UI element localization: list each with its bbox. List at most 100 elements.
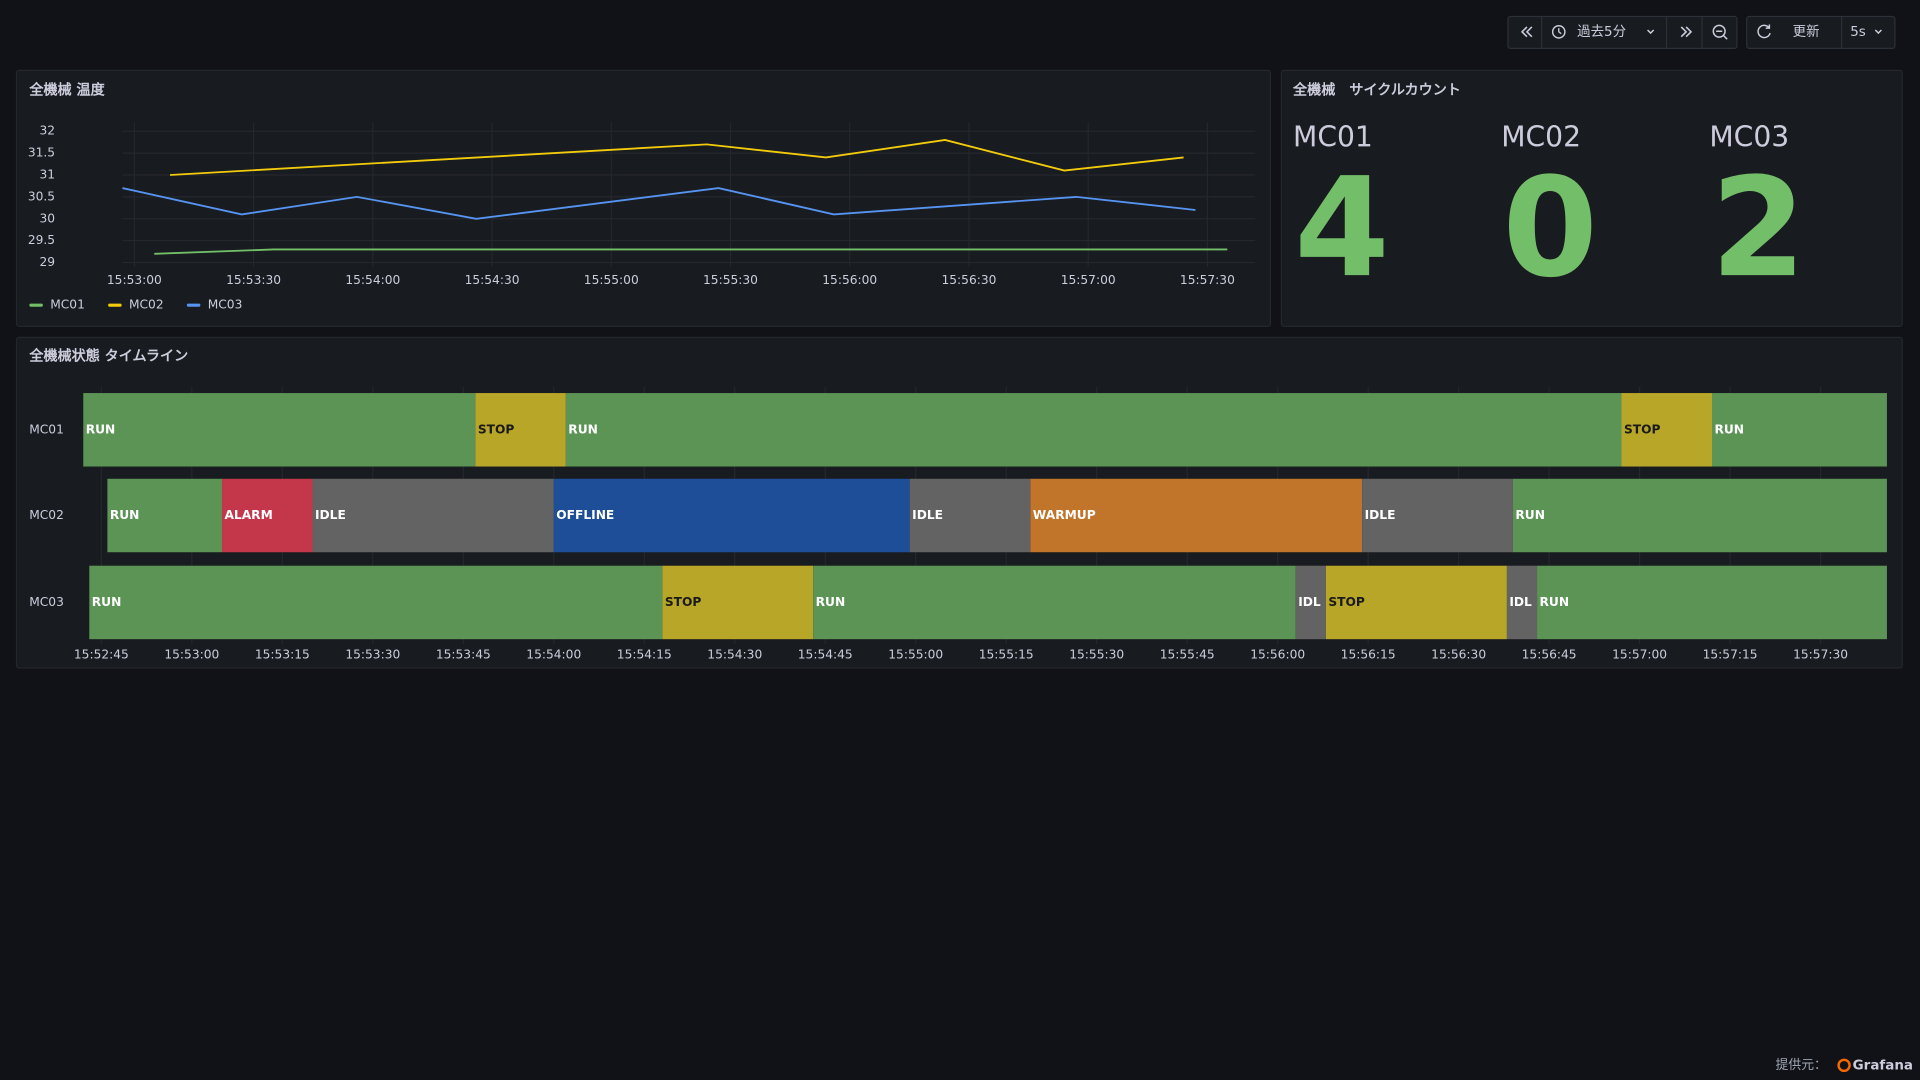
x-tick-label: 15:53:00 xyxy=(164,648,219,662)
state-segment xyxy=(1325,565,1507,640)
legend-label: MC01 xyxy=(50,297,85,311)
state-label: RUN xyxy=(1714,422,1744,436)
state-segment xyxy=(813,565,1296,640)
legend-swatch xyxy=(186,303,201,307)
x-tick-label: 15:56:15 xyxy=(1341,648,1396,662)
x-tick-label: 15:53:30 xyxy=(226,273,281,287)
x-tick-label: 15:54:30 xyxy=(707,648,762,662)
refresh-interval[interactable]: 5s xyxy=(1850,25,1866,40)
x-tick-label: 15:57:00 xyxy=(1061,273,1116,287)
refresh-button[interactable]: 更新 xyxy=(1793,24,1820,40)
state-label: IDL xyxy=(1298,595,1321,609)
chevron xyxy=(1647,29,1655,35)
x-tick-label: 15:54:45 xyxy=(798,648,853,662)
y-tick-label: 31 xyxy=(40,167,56,181)
zoom-icon xyxy=(1716,30,1728,40)
state-segment xyxy=(565,393,1622,467)
x-tick-label: 15:52:45 xyxy=(74,648,129,662)
state-segment xyxy=(1506,565,1538,640)
x-tick-label: 15:54:15 xyxy=(617,648,672,662)
state-label: WARMUP xyxy=(1033,508,1096,522)
state-label: RUN xyxy=(110,508,140,522)
x-tick-label: 15:53:00 xyxy=(107,273,162,287)
stat-name: MC03 xyxy=(1709,120,1789,153)
state-segment xyxy=(1030,478,1363,553)
state-label: STOP xyxy=(478,422,515,436)
state-segment xyxy=(89,565,663,640)
y-tick-label: 31.5 xyxy=(28,146,55,160)
y-tick-label: 29 xyxy=(40,255,56,269)
footer-label: 提供元： xyxy=(1776,1057,1827,1073)
line-series xyxy=(170,139,1184,176)
y-tick-label: 29.5 xyxy=(28,233,55,247)
legend-label: MC03 xyxy=(208,297,243,311)
x-tick-label: 15:57:15 xyxy=(1703,648,1758,662)
state-segment xyxy=(662,565,814,640)
state-label: OFFLINE xyxy=(556,508,614,522)
x-tick-label: 15:56:30 xyxy=(941,273,996,287)
x-tick-label: 15:55:00 xyxy=(888,648,943,662)
x-tick-label: 15:55:00 xyxy=(584,273,639,287)
x-tick-label: 15:57:30 xyxy=(1180,273,1235,287)
state-segment xyxy=(83,393,476,467)
state-segment xyxy=(1537,565,1887,640)
x-tick-label: 15:56:00 xyxy=(822,273,877,287)
state-segment xyxy=(222,478,313,553)
line-series xyxy=(154,248,1228,255)
state-segment xyxy=(107,478,223,553)
state-label: RUN xyxy=(1515,508,1545,522)
time-range-picker[interactable]: 過去5分 xyxy=(1577,24,1626,40)
cycle-panel xyxy=(1280,69,1903,327)
state-segment xyxy=(1712,393,1887,467)
y-tick-label: 32 xyxy=(40,124,56,138)
state-label: RUN xyxy=(816,595,846,609)
x-tick-label: 15:53:45 xyxy=(436,648,491,662)
line-series xyxy=(122,187,1196,220)
chevron xyxy=(1874,29,1882,35)
x-tick-label: 15:55:45 xyxy=(1160,648,1215,662)
panel-title: 全機械状態 タイムライン xyxy=(28,347,188,364)
x-tick-label: 15:54:00 xyxy=(526,648,581,662)
x-tick-label: 15:55:30 xyxy=(703,273,758,287)
row-label: MC03 xyxy=(29,595,64,609)
legend-swatch xyxy=(29,303,43,307)
state-segment xyxy=(1362,478,1513,553)
row-label: MC02 xyxy=(29,508,64,522)
grafana-logo xyxy=(1837,1058,1851,1073)
x-tick-label: 15:56:00 xyxy=(1250,648,1305,662)
x-tick-label: 15:57:00 xyxy=(1612,648,1667,662)
zoom-out-button[interactable] xyxy=(1712,24,1726,38)
time-controls xyxy=(1507,15,1738,49)
stat-value: 2 xyxy=(1711,149,1806,308)
refresh-controls xyxy=(1746,15,1896,49)
state-label: STOP xyxy=(1328,595,1365,609)
state-label: IDL xyxy=(1509,595,1532,609)
refresh-icon xyxy=(1757,24,1771,39)
shift-back-button[interactable] xyxy=(1520,26,1533,38)
state-segment xyxy=(1512,478,1887,553)
state-label: STOP xyxy=(665,595,702,609)
stat-name: MC01 xyxy=(1293,120,1373,153)
state-segment xyxy=(475,393,566,467)
x-tick-label: 15:53:15 xyxy=(255,648,310,662)
x-tick-label: 15:54:30 xyxy=(465,273,520,287)
state-segment xyxy=(909,478,1031,553)
stat-name: MC02 xyxy=(1501,120,1581,153)
state-label: IDLE xyxy=(1365,508,1396,522)
shift-forward-button[interactable] xyxy=(1680,26,1693,38)
panel-title: 全機械 温度 xyxy=(28,82,105,99)
state-segment xyxy=(1295,565,1326,640)
state-label: RUN xyxy=(86,422,116,436)
x-tick-label: 15:54:00 xyxy=(345,273,400,287)
state-label: ALARM xyxy=(224,508,272,522)
panel-title: 全機械 サイクルカウント xyxy=(1292,82,1461,99)
stat-value: 4 xyxy=(1294,149,1389,308)
row-label: MC01 xyxy=(29,422,64,436)
toolbar: 過去5分 更新 5s xyxy=(1507,15,1896,49)
x-tick-label: 15:55:15 xyxy=(979,648,1034,662)
x-tick-label: 15:56:30 xyxy=(1431,648,1486,662)
state-label: IDLE xyxy=(912,508,943,522)
y-tick-label: 30.5 xyxy=(28,189,55,203)
legend-swatch xyxy=(108,303,122,307)
